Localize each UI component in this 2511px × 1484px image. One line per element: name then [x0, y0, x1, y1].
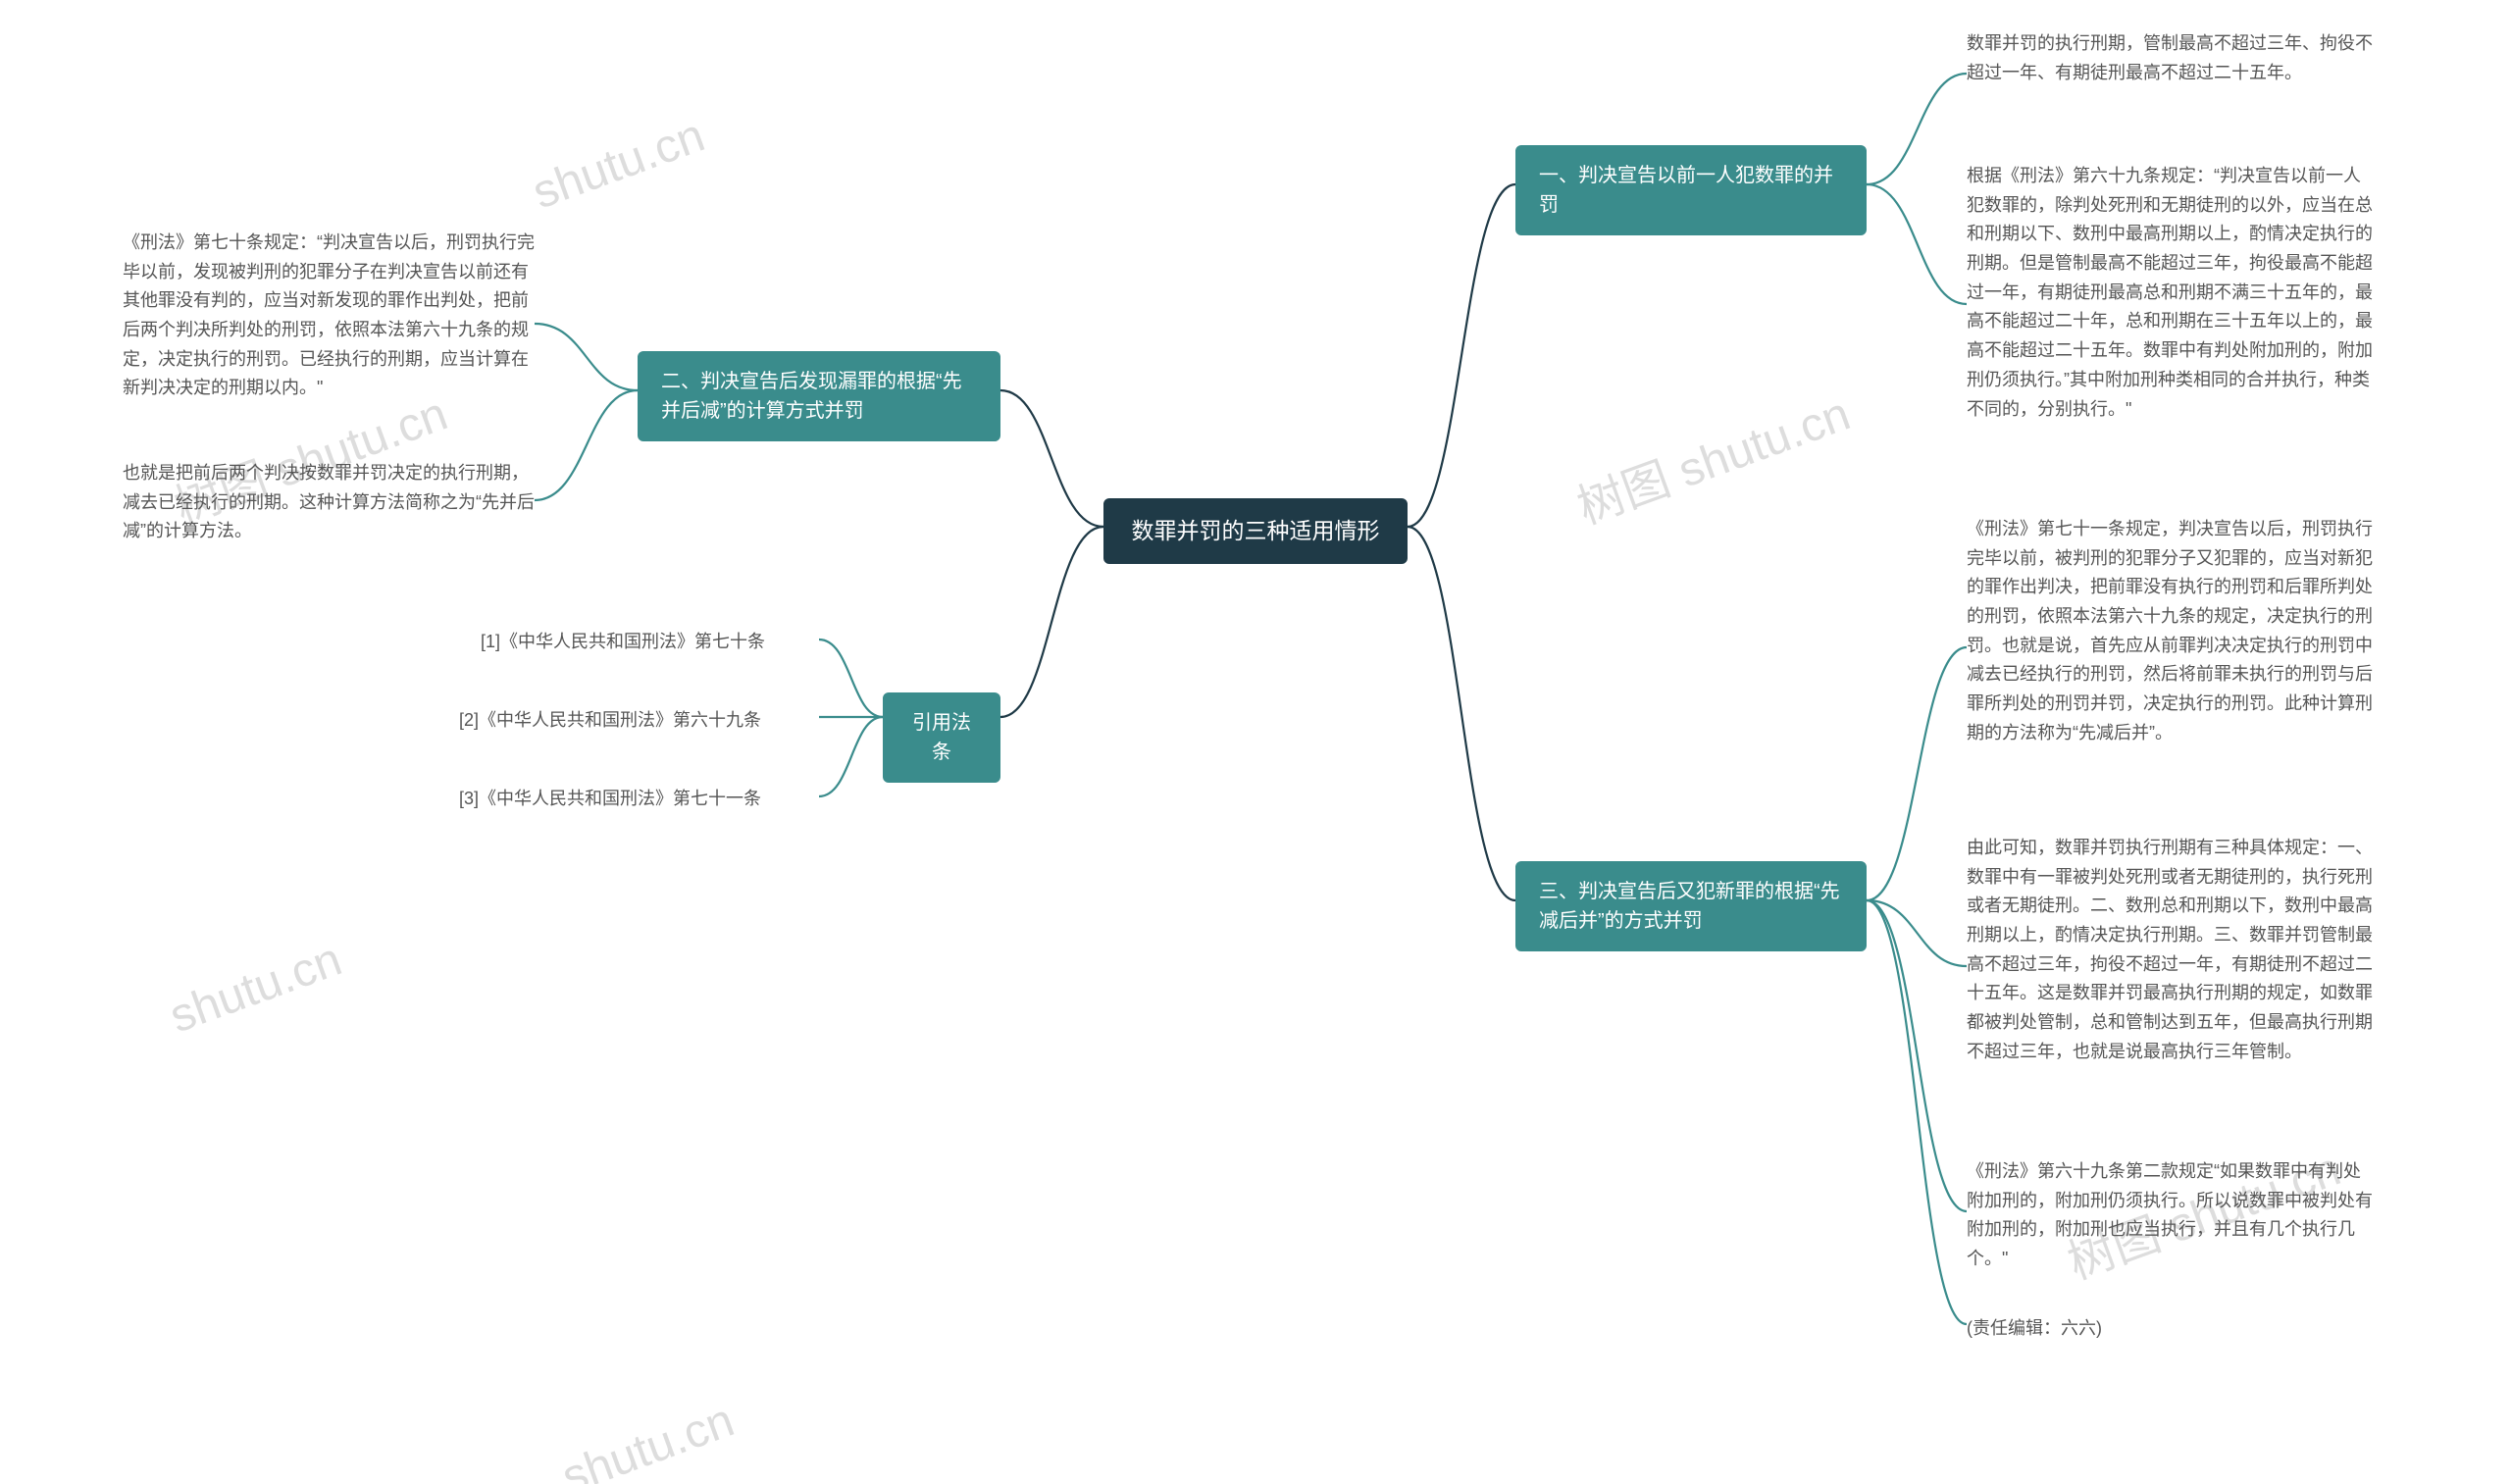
- branch-label: 引用法条: [912, 712, 971, 763]
- leaf-node: [2]《中华人民共和国刑法》第六十九条: [459, 706, 819, 736]
- leaf-text: 《刑法》第七十条规定：“判决宣告以后，刑罚执行完毕以前，发现被判刑的犯罪分子在判…: [123, 232, 535, 397]
- leaf-text: [1]《中华人民共和国刑法》第七十条: [481, 632, 765, 651]
- leaf-text: 根据《刑法》第六十九条规定：“判决宣告以前一人犯数罪的，除判处死刑和无期徒刑的以…: [1967, 166, 2373, 419]
- leaf-node: 由此可知，数罪并罚执行刑期有三种具体规定：一、数罪中有一罪被判处死刑或者无期徒刑…: [1967, 834, 2374, 1067]
- leaf-node: 《刑法》第七十一条规定，判决宣告以后，刑罚执行完毕以前，被判刑的犯罪分子又犯罪的…: [1967, 515, 2374, 748]
- leaf-text: [3]《中华人民共和国刑法》第七十一条: [459, 789, 761, 808]
- branch-label: 三、判决宣告后又犯新罪的根据“先减后并”的方式并罚: [1539, 881, 1840, 932]
- leaf-text: 《刑法》第七十一条规定，判决宣告以后，刑罚执行完毕以前，被判刑的犯罪分子又犯罪的…: [1967, 519, 2373, 742]
- leaf-node: [1]《中华人民共和国刑法》第七十条: [481, 628, 819, 657]
- leaf-node: 也就是把前后两个判决按数罪并罚决定的执行刑期，减去已经执行的刑期。这种计算方法简…: [123, 459, 535, 546]
- branch-label: 一、判决宣告以前一人犯数罪的并罚: [1539, 165, 1833, 216]
- branch-label: 二、判决宣告后发现漏罪的根据“先并后减”的计算方式并罚: [661, 371, 962, 422]
- leaf-node: 《刑法》第七十条规定：“判决宣告以后，刑罚执行完毕以前，发现被判刑的犯罪分子在判…: [123, 229, 535, 403]
- leaf-text: 《刑法》第六十九条第二款规定“如果数罪中有判处附加刑的，附加刑仍须执行。所以说数…: [1967, 1161, 2373, 1268]
- leaf-text: [2]《中华人民共和国刑法》第六十九条: [459, 710, 761, 730]
- leaf-text: 由此可知，数罪并罚执行刑期有三种具体规定：一、数罪中有一罪被判处死刑或者无期徒刑…: [1967, 838, 2373, 1061]
- branch-node-1[interactable]: 一、判决宣告以前一人犯数罪的并罚: [1515, 145, 1867, 235]
- leaf-node: (责任编辑：六六): [1967, 1314, 2374, 1344]
- mindmap-root[interactable]: 数罪并罚的三种适用情形: [1103, 498, 1408, 564]
- leaf-node: [3]《中华人民共和国刑法》第七十一条: [459, 785, 819, 814]
- root-label: 数罪并罚的三种适用情形: [1132, 518, 1380, 543]
- leaf-text: (责任编辑：六六): [1967, 1318, 2102, 1338]
- leaf-text: 数罪并罚的执行刑期，管制最高不超过三年、拘役不超过一年、有期徒刑最高不超过二十五…: [1967, 33, 2373, 82]
- branch-node-3[interactable]: 三、判决宣告后又犯新罪的根据“先减后并”的方式并罚: [1515, 861, 1867, 951]
- leaf-text: 也就是把前后两个判决按数罪并罚决定的执行刑期，减去已经执行的刑期。这种计算方法简…: [123, 463, 535, 540]
- branch-node-2[interactable]: 二、判决宣告后发现漏罪的根据“先并后减”的计算方式并罚: [638, 351, 1000, 441]
- branch-node-4[interactable]: 引用法条: [883, 692, 1000, 783]
- leaf-node: 数罪并罚的执行刑期，管制最高不超过三年、拘役不超过一年、有期徒刑最高不超过二十五…: [1967, 29, 2374, 87]
- leaf-node: 根据《刑法》第六十九条规定：“判决宣告以前一人犯数罪的，除判处死刑和无期徒刑的以…: [1967, 162, 2374, 424]
- leaf-node: 《刑法》第六十九条第二款规定“如果数罪中有判处附加刑的，附加刑仍须执行。所以说数…: [1967, 1157, 2374, 1274]
